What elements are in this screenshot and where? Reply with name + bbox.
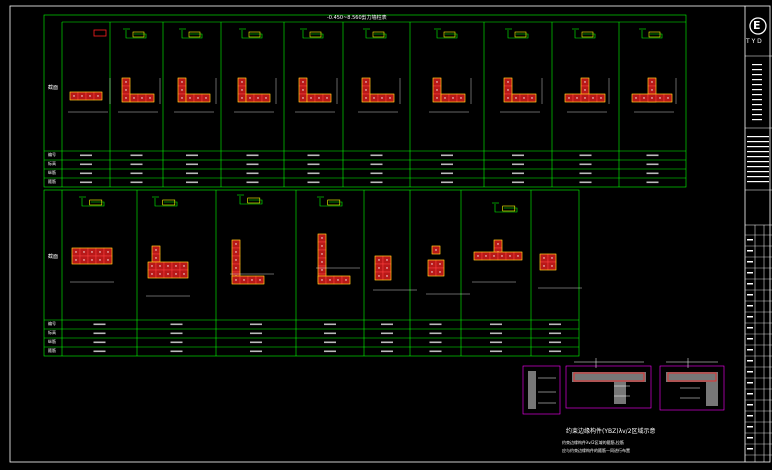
stirrup-sketch (639, 28, 663, 39)
section-rebar-l-flange (306, 93, 332, 103)
upper-wall-column-table (43, 14, 687, 188)
stirrup-sketch (363, 28, 387, 39)
stirrup-sketch (152, 196, 178, 207)
detail-region-drawing (522, 358, 725, 415)
detail-note-line-2: 应与约束边缘构件的箍筋一同进行布置 (562, 448, 630, 453)
section-rebar-l-flange (369, 93, 395, 103)
section-rebar-lower (231, 275, 265, 285)
stirrup-sketch (434, 28, 458, 39)
company-short-name: T Y D (746, 38, 762, 45)
section-rebar-lower (539, 253, 557, 271)
row-header-elevation-lower: 标高 (48, 330, 56, 335)
section-rebar-lower (374, 255, 392, 281)
stirrup-sketch (179, 28, 203, 39)
section-rebar-l-flange (440, 93, 466, 103)
row-header-long-bars-lower: 纵筋 (48, 339, 56, 344)
section-rebar-l-flange (511, 93, 537, 103)
row-header-section-lower: 截面 (48, 254, 59, 260)
section-rebar-lower (71, 247, 113, 265)
stirrup-sketch (79, 196, 105, 207)
section-rebar-lower (147, 261, 189, 279)
row-header-stirrups-lower: 箍筋 (48, 348, 56, 353)
stirrup-sketch (239, 28, 263, 39)
section-rebar-l-web (121, 77, 131, 103)
section-rebar-bar (69, 91, 103, 101)
detail-hatched-beam (572, 372, 646, 382)
drawing-frame (9, 5, 771, 463)
lower-wall-column-table (43, 189, 580, 357)
row-header-number-lower: 编号 (48, 321, 56, 326)
section-rebar-l-flange (185, 93, 211, 103)
title-block (745, 17, 772, 462)
stirrup-sketch (237, 194, 263, 205)
row-header-elevation-upper: 标高 (48, 161, 56, 166)
row-header-number-upper: 编号 (48, 152, 56, 157)
table-title: -0.450~8.560剪力墙柱表 (327, 15, 387, 21)
company-logo-letter: E (753, 19, 761, 32)
section-rebar-lower (431, 245, 441, 255)
row-header-section-upper: 截面 (48, 85, 59, 91)
section-rebar-l-flange (245, 93, 271, 103)
company-logo (749, 17, 767, 35)
section-rebar-l-web (503, 77, 513, 103)
section-rebar-l-web (237, 77, 247, 103)
stirrup-sketch (505, 28, 529, 39)
row-header-stirrups-upper: 箍筋 (48, 179, 56, 184)
section-rebar-l-flange (129, 93, 155, 103)
detail-title: 约束边缘构件(YBZ)λv/2区域示意 (566, 428, 656, 435)
section-rebar-l-web (177, 77, 187, 103)
section-rebar-lower (151, 245, 161, 263)
section-rebar-lower (317, 233, 327, 283)
stirrup-sketch (300, 28, 324, 39)
cell-text-layer (80, 154, 659, 353)
section-rebar-lower (473, 251, 523, 261)
section-rebar-l-web (432, 77, 442, 103)
rebar-sections-layer (68, 28, 677, 297)
section-rebar-l-web (361, 77, 371, 103)
section-rebar-t-flange (564, 93, 606, 103)
detail-hatched-wall (528, 371, 536, 409)
stirrup-sketch (572, 28, 596, 39)
stirrup-sketch (492, 202, 518, 213)
section-rebar-l-web (298, 77, 308, 103)
stirrup-sketch (123, 28, 147, 39)
section-rebar-lower (427, 259, 445, 277)
detail-note-line-1: 约束边缘构件λv/2区域的箍筋,拉筋 (562, 440, 624, 445)
row-header-long-bars-upper: 纵筋 (48, 170, 56, 175)
section-rebar-lower (317, 275, 351, 285)
section-rebar-t-flange (631, 93, 673, 103)
stirrup-sketch (317, 196, 343, 207)
